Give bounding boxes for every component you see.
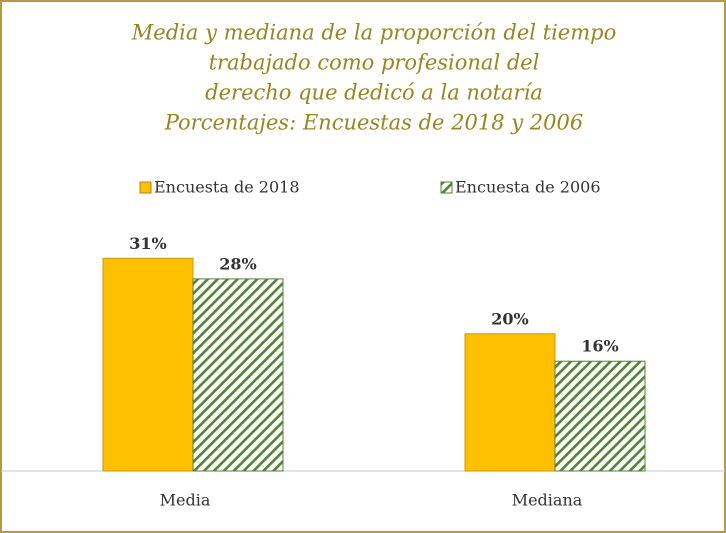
value-label: 31% <box>129 234 166 253</box>
legend-swatch <box>139 181 152 194</box>
chart-title: trabajado como profesional del <box>209 51 540 75</box>
legend-label: Encuesta de 2018 <box>154 178 300 197</box>
bar <box>464 333 556 472</box>
legend-label: Encuesta de 2006 <box>455 178 601 197</box>
bar <box>554 360 646 472</box>
chart-title: derecho que dedicó a la notaría <box>205 81 543 105</box>
x-tick-label: Mediana <box>512 491 583 510</box>
value-label: 16% <box>581 337 618 356</box>
value-label: 20% <box>491 309 528 328</box>
value-label: 28% <box>219 254 256 273</box>
x-tick-label: Media <box>160 491 211 510</box>
chart-title: Media y mediana de la proporción del tie… <box>131 21 616 45</box>
legend-swatch <box>440 181 453 194</box>
chart-title: Porcentajes: Encuestas de 2018 y 2006 <box>164 111 584 135</box>
bar <box>192 278 284 472</box>
bar <box>102 257 194 472</box>
